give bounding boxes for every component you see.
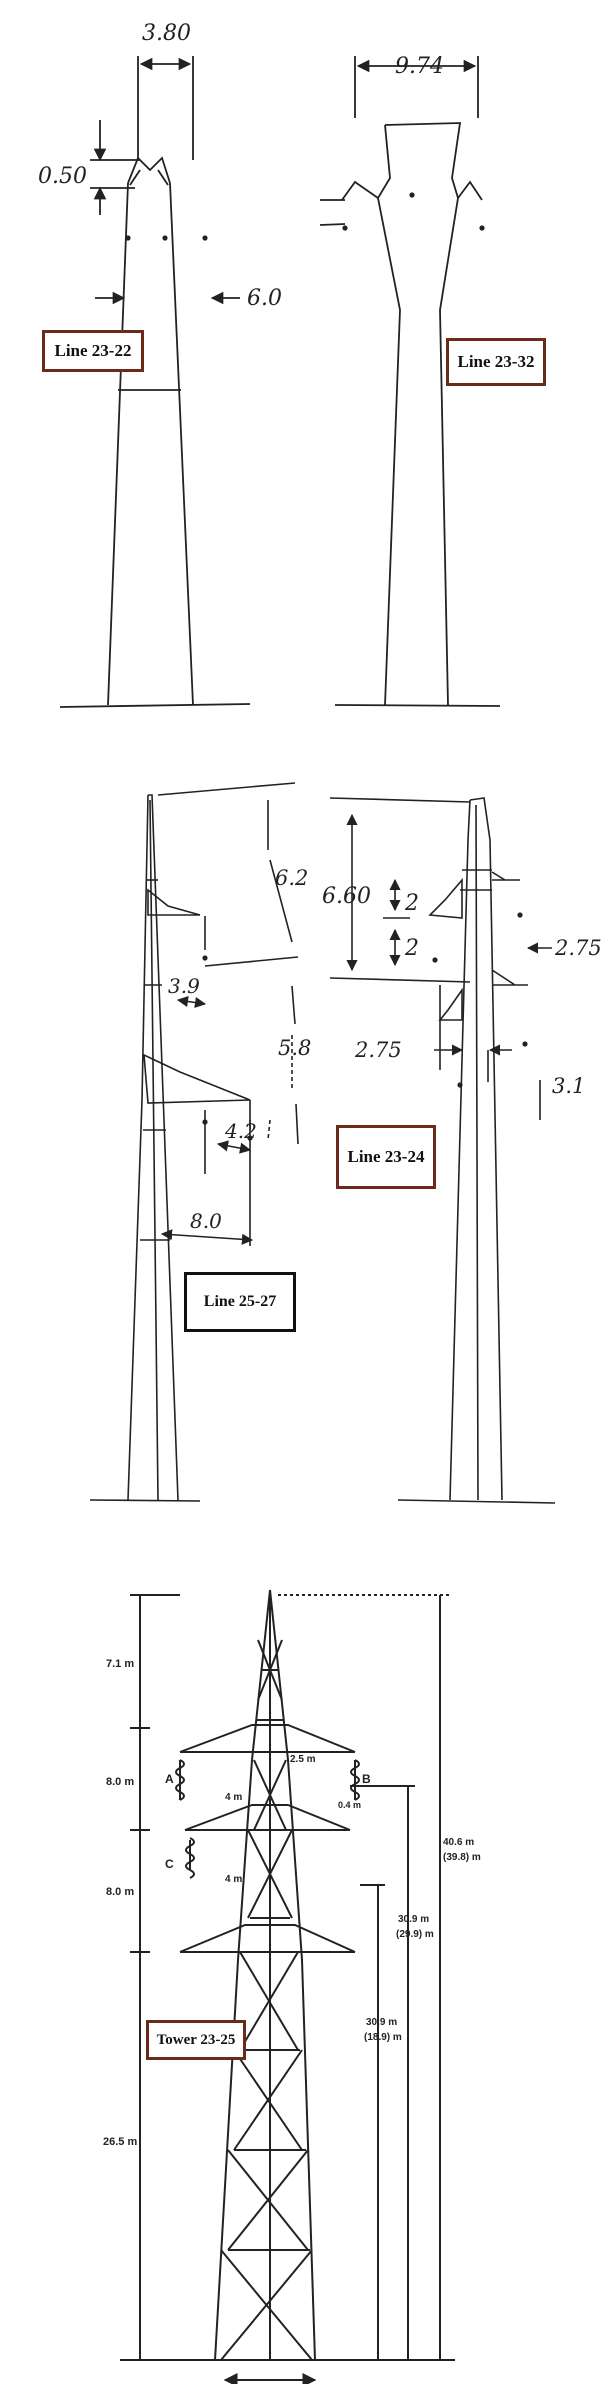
tower-line-25-27 bbox=[89, 782, 299, 1502]
insulator-points bbox=[342, 192, 485, 231]
dim-arm1: 3.9 bbox=[168, 974, 200, 998]
dim-left: 2.75 bbox=[354, 1038, 402, 1062]
dim-arm-mid1: 4 m bbox=[225, 1792, 242, 1803]
dim-height: 6.60 bbox=[322, 884, 371, 909]
dim-b-height: 30.9 m bbox=[398, 1914, 429, 1925]
dim-lower-gap: 5.8 bbox=[278, 1036, 311, 1060]
dim-arm3: 8.0 bbox=[190, 1209, 222, 1233]
label-tower-23-25: Tower 23-25 bbox=[146, 2020, 246, 2060]
label-line-23-24: Line 23-24 bbox=[336, 1125, 436, 1189]
dim-top-width: 9.74 bbox=[395, 54, 444, 79]
dim-right-b: 3.1 bbox=[552, 1074, 585, 1098]
insulator-strings bbox=[175, 1759, 360, 1879]
dim-upper-gap: 6.2 bbox=[275, 866, 308, 890]
phase-b-label: B bbox=[362, 1772, 371, 1786]
insulator-points bbox=[125, 235, 208, 241]
tower-line-23-24 bbox=[329, 797, 556, 1504]
dim-span-b: 2 bbox=[404, 936, 419, 961]
dim-left-4: 26.5 m bbox=[103, 2136, 137, 2148]
insulator-points bbox=[202, 955, 253, 1141]
insulator-points bbox=[432, 912, 528, 1088]
phase-a-label: A bbox=[165, 1772, 174, 1786]
dim-right-a: 2.75 bbox=[554, 936, 602, 960]
dim-arm2: 4.2 bbox=[224, 1119, 257, 1143]
dim-c-height-alt: (18.9) m bbox=[364, 2032, 402, 2043]
label-line-23-22: Line 23-22 bbox=[42, 330, 144, 372]
dim-overall-alt: (39.8) m bbox=[443, 1852, 481, 1863]
dim-left-2: 8.0 m bbox=[106, 1776, 134, 1788]
dim-overall: 40.6 m bbox=[443, 1837, 474, 1848]
tower-23-25-lattice bbox=[120, 1589, 455, 2384]
label-line-25-27: Line 25-27 bbox=[184, 1272, 296, 1332]
dim-left-3: 8.0 m bbox=[106, 1886, 134, 1898]
dim-arm-top: 2.5 m bbox=[290, 1754, 316, 1765]
label-line-23-32: Line 23-32 bbox=[446, 338, 546, 386]
phase-c-label: C bbox=[165, 1857, 174, 1871]
dim-c-height: 30.9 m bbox=[366, 2017, 397, 2028]
tower-line-23-32 bbox=[319, 56, 501, 707]
dim-b-height-alt: (29.9) m bbox=[396, 1929, 434, 1940]
dim-offset: 0.50 bbox=[38, 164, 87, 189]
dim-side: 6.0 bbox=[247, 286, 282, 311]
dim-span-a: 2 bbox=[404, 891, 419, 916]
tower-line-23-22 bbox=[59, 56, 251, 708]
dim-insulator: 0.4 m bbox=[338, 1800, 361, 1810]
dim-left-1: 7.1 m bbox=[106, 1658, 134, 1670]
dim-top-width: 3.80 bbox=[142, 21, 191, 46]
dim-arm-mid2: 4 m bbox=[225, 1874, 242, 1885]
